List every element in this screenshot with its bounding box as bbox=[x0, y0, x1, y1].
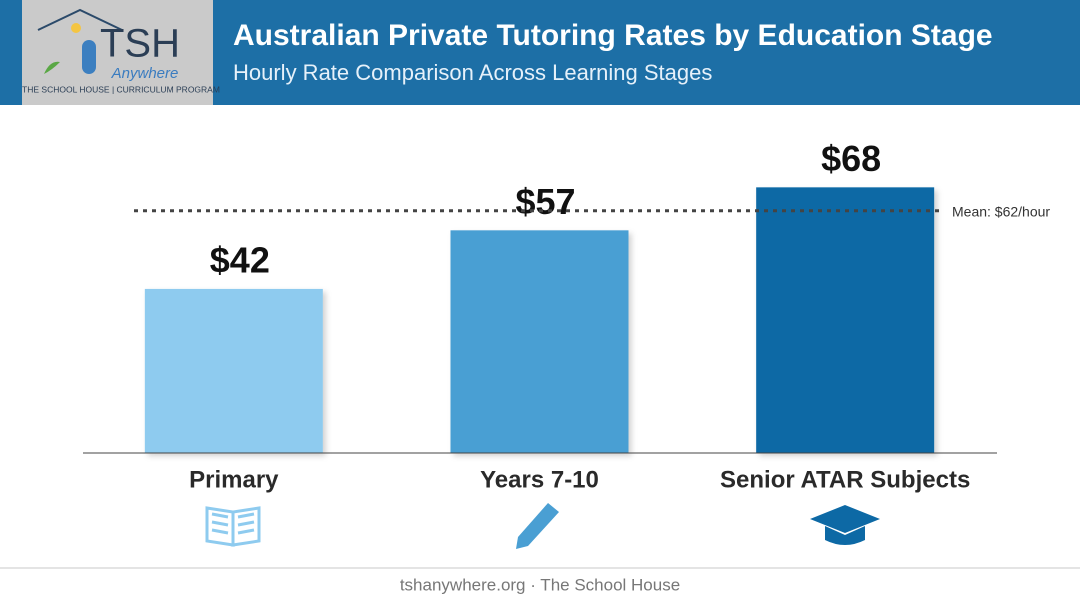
book-icon bbox=[205, 506, 261, 547]
x-tick-label: Years 7-10 bbox=[480, 466, 599, 493]
chart-subtitle: Hourly Rate Comparison Across Learning S… bbox=[233, 60, 712, 85]
x-tick-label: Primary bbox=[189, 466, 279, 493]
x-tick-label: Senior ATAR Subjects bbox=[720, 466, 970, 493]
cap-icon bbox=[810, 505, 880, 545]
chart-title: Australian Private Tutoring Rates by Edu… bbox=[233, 19, 993, 52]
bar bbox=[756, 187, 935, 453]
bar bbox=[144, 288, 323, 453]
category-icons bbox=[205, 503, 880, 549]
pencil-icon bbox=[516, 503, 559, 549]
bar bbox=[450, 230, 629, 453]
logo-tagline: Anywhere bbox=[111, 65, 179, 82]
value-label: $42 bbox=[210, 239, 270, 280]
mean-label: Mean: $62/hour bbox=[952, 203, 1050, 219]
footer-text: tshanywhere.org · The School House bbox=[400, 575, 680, 594]
logo-title: TSH bbox=[100, 22, 180, 66]
logo-box bbox=[22, 0, 213, 105]
value-label: $68 bbox=[821, 138, 881, 179]
logo-caption: THE SCHOOL HOUSE | CURRICULUM PROGRAM bbox=[22, 84, 220, 94]
value-label: $57 bbox=[515, 181, 575, 222]
logo-icon bbox=[37, 8, 123, 74]
